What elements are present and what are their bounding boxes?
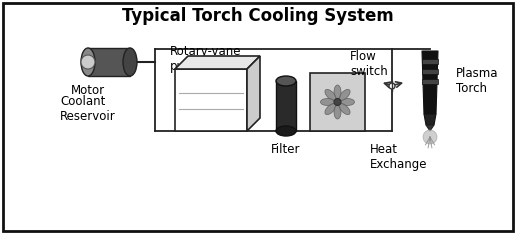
Polygon shape	[426, 125, 434, 131]
Ellipse shape	[339, 89, 350, 100]
Ellipse shape	[81, 48, 95, 76]
Polygon shape	[422, 59, 438, 64]
Circle shape	[389, 83, 395, 89]
Ellipse shape	[325, 103, 336, 115]
Ellipse shape	[334, 85, 341, 99]
FancyBboxPatch shape	[3, 3, 513, 231]
Text: Motor: Motor	[71, 84, 105, 97]
Polygon shape	[276, 81, 296, 131]
Polygon shape	[422, 51, 438, 114]
Text: Typical Torch Cooling System: Typical Torch Cooling System	[122, 7, 394, 25]
Ellipse shape	[321, 99, 334, 106]
Polygon shape	[175, 69, 247, 131]
Polygon shape	[422, 69, 438, 74]
Circle shape	[423, 130, 437, 144]
Text: Rotary-vane
pump: Rotary-vane pump	[170, 45, 241, 73]
Text: Heat
Exchange: Heat Exchange	[370, 143, 428, 171]
Text: Coolant
Reservoir: Coolant Reservoir	[60, 95, 116, 123]
Ellipse shape	[325, 89, 336, 100]
Text: Flow
switch: Flow switch	[350, 50, 388, 78]
Polygon shape	[175, 56, 260, 69]
Polygon shape	[310, 73, 365, 131]
Ellipse shape	[276, 76, 296, 86]
Polygon shape	[247, 56, 260, 131]
Ellipse shape	[334, 105, 341, 119]
Ellipse shape	[341, 99, 355, 106]
Circle shape	[81, 55, 95, 69]
Ellipse shape	[339, 103, 350, 115]
Ellipse shape	[123, 48, 137, 76]
Polygon shape	[88, 48, 130, 76]
Ellipse shape	[276, 126, 296, 136]
Polygon shape	[422, 79, 438, 84]
Text: Filter: Filter	[271, 143, 301, 156]
Circle shape	[334, 99, 341, 106]
Text: Plasma
Torch: Plasma Torch	[456, 67, 498, 95]
Polygon shape	[424, 114, 436, 125]
